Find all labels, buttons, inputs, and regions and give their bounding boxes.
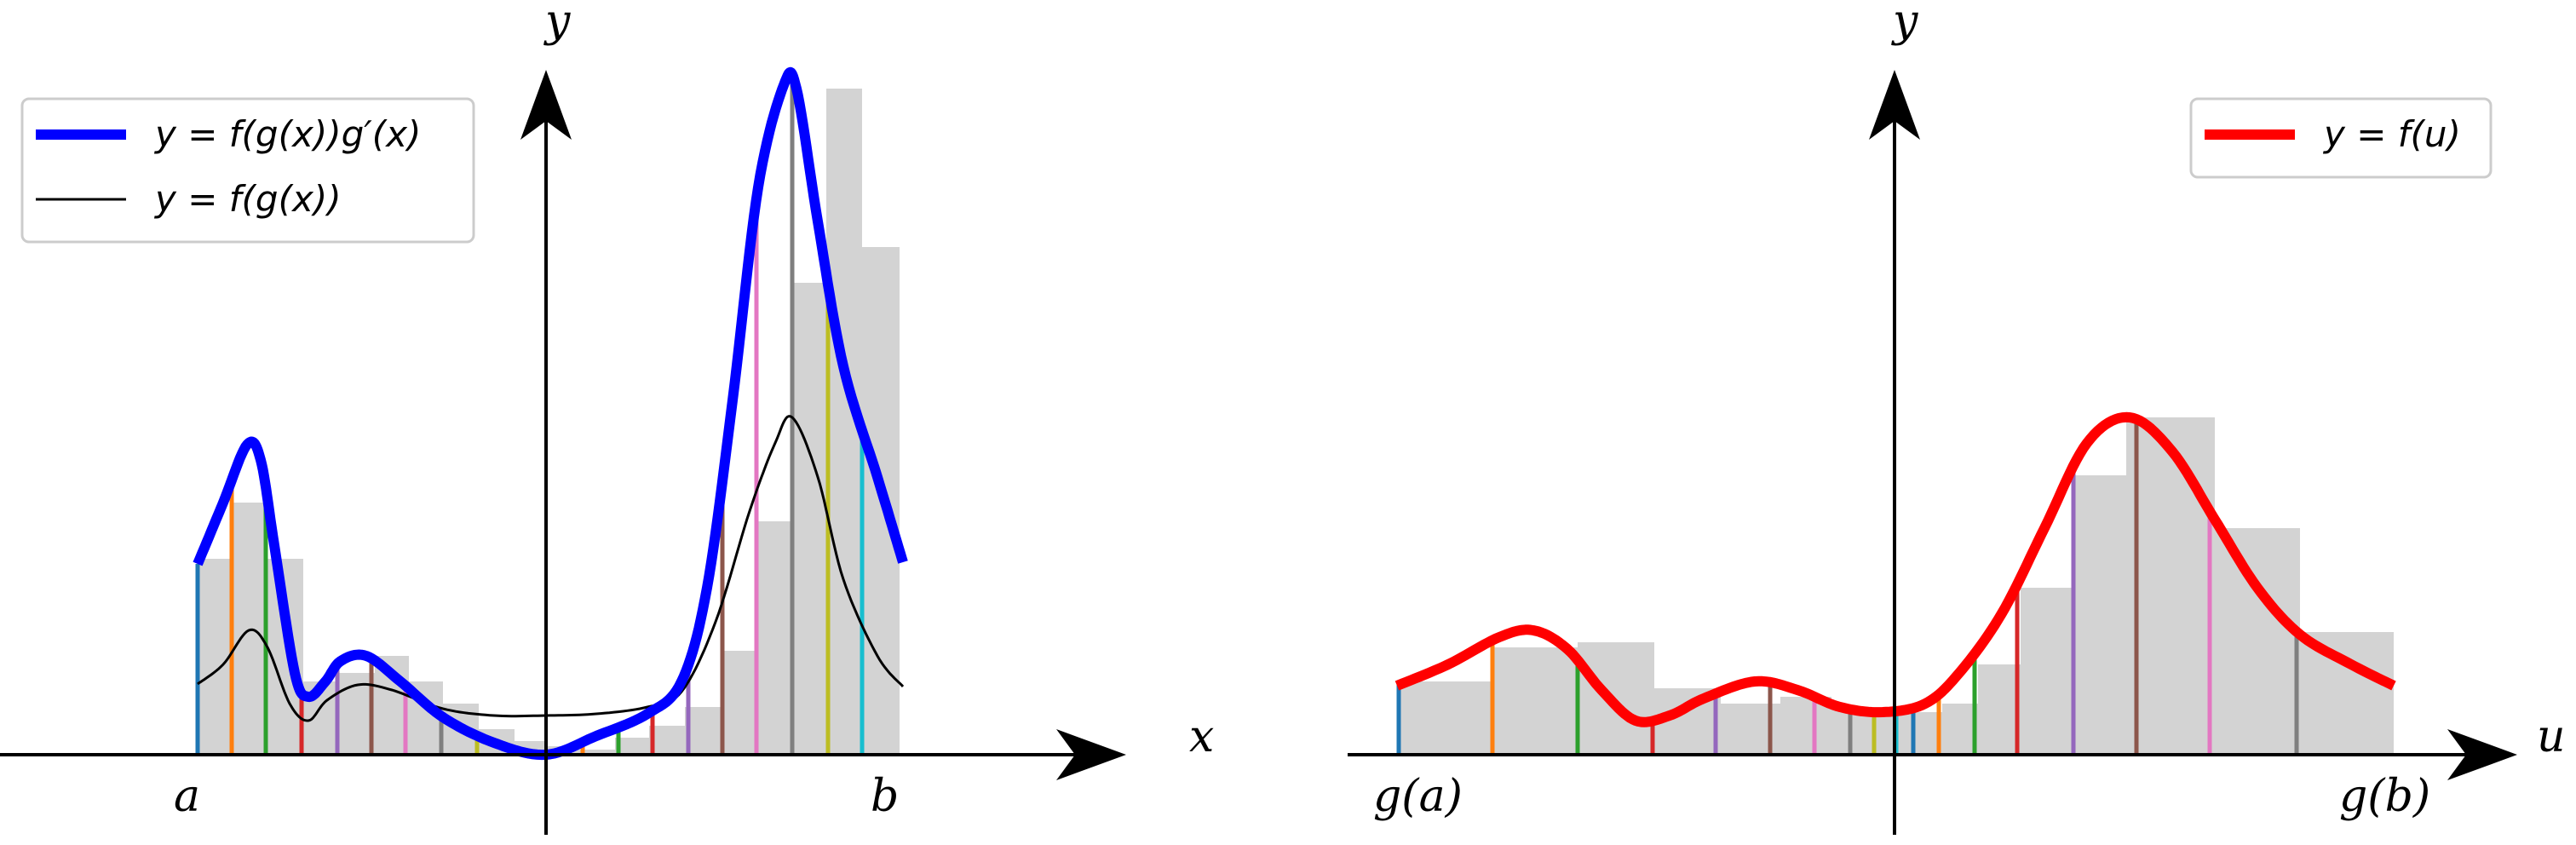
right-f-curve	[1394, 411, 2397, 727]
left-legend: y = f(g(x))g′(x) y = f(g(x))	[20, 97, 475, 244]
left-x-arrow-icon	[1056, 729, 1126, 780]
riemann-rect	[1942, 704, 1978, 755]
riemann-rect	[579, 750, 615, 755]
riemann-rect	[1491, 647, 1578, 755]
tick-label-ga: g(a)	[1373, 771, 1463, 822]
right-x-axis-label: u	[2537, 711, 2566, 762]
legend-label-fu: y = f(u)	[2322, 113, 2461, 155]
riemann-rect	[649, 726, 685, 755]
left-y-arrow-icon	[520, 70, 572, 140]
left-x-axis-label: x	[1189, 711, 1214, 762]
legend-label-fg: y = f(g(x))	[153, 178, 342, 220]
left-fgg-curve	[193, 66, 908, 761]
left-panel: x y a b y = f(g(x))g′(x) y = f(g(x))	[0, 0, 1214, 835]
legend-label-fgg: y = f(g(x))g′(x)	[153, 113, 421, 155]
riemann-rect	[756, 521, 792, 755]
riemann-rect	[721, 651, 756, 755]
right-panel: u y g(a) g(b) y = f(u)	[1348, 0, 2566, 835]
riemann-rect	[1874, 712, 1908, 755]
right-legend: y = f(u)	[2189, 97, 2493, 179]
riemann-rect	[2126, 417, 2215, 755]
riemann-rect	[685, 707, 721, 755]
riemann-rect	[1978, 664, 2021, 755]
riemann-rect	[2300, 632, 2394, 755]
tick-label-a: a	[174, 771, 200, 822]
right-x-arrow-icon	[2447, 729, 2517, 780]
riemann-rect	[198, 559, 232, 755]
left-y-axis-label: y	[543, 0, 571, 47]
riemann-rect	[1780, 697, 1831, 755]
right-y-axis-label: y	[1891, 0, 1918, 47]
riemann-rect	[339, 673, 375, 755]
right-sample-lines	[1396, 419, 2299, 755]
riemann-rect	[2215, 528, 2300, 755]
riemann-rect	[232, 503, 267, 755]
riemann-rect	[1397, 681, 1491, 755]
riemann-rect	[792, 283, 826, 755]
right-y-arrow-icon	[1869, 70, 1920, 140]
riemann-rect	[615, 738, 649, 755]
tick-label-b: b	[871, 771, 899, 822]
riemann-rect	[2075, 475, 2126, 755]
left-sample-lines	[195, 74, 865, 755]
right-riemann-rectangles	[1397, 417, 2394, 755]
tick-label-gb: g(b)	[2339, 771, 2430, 822]
riemann-rect	[2021, 588, 2075, 755]
